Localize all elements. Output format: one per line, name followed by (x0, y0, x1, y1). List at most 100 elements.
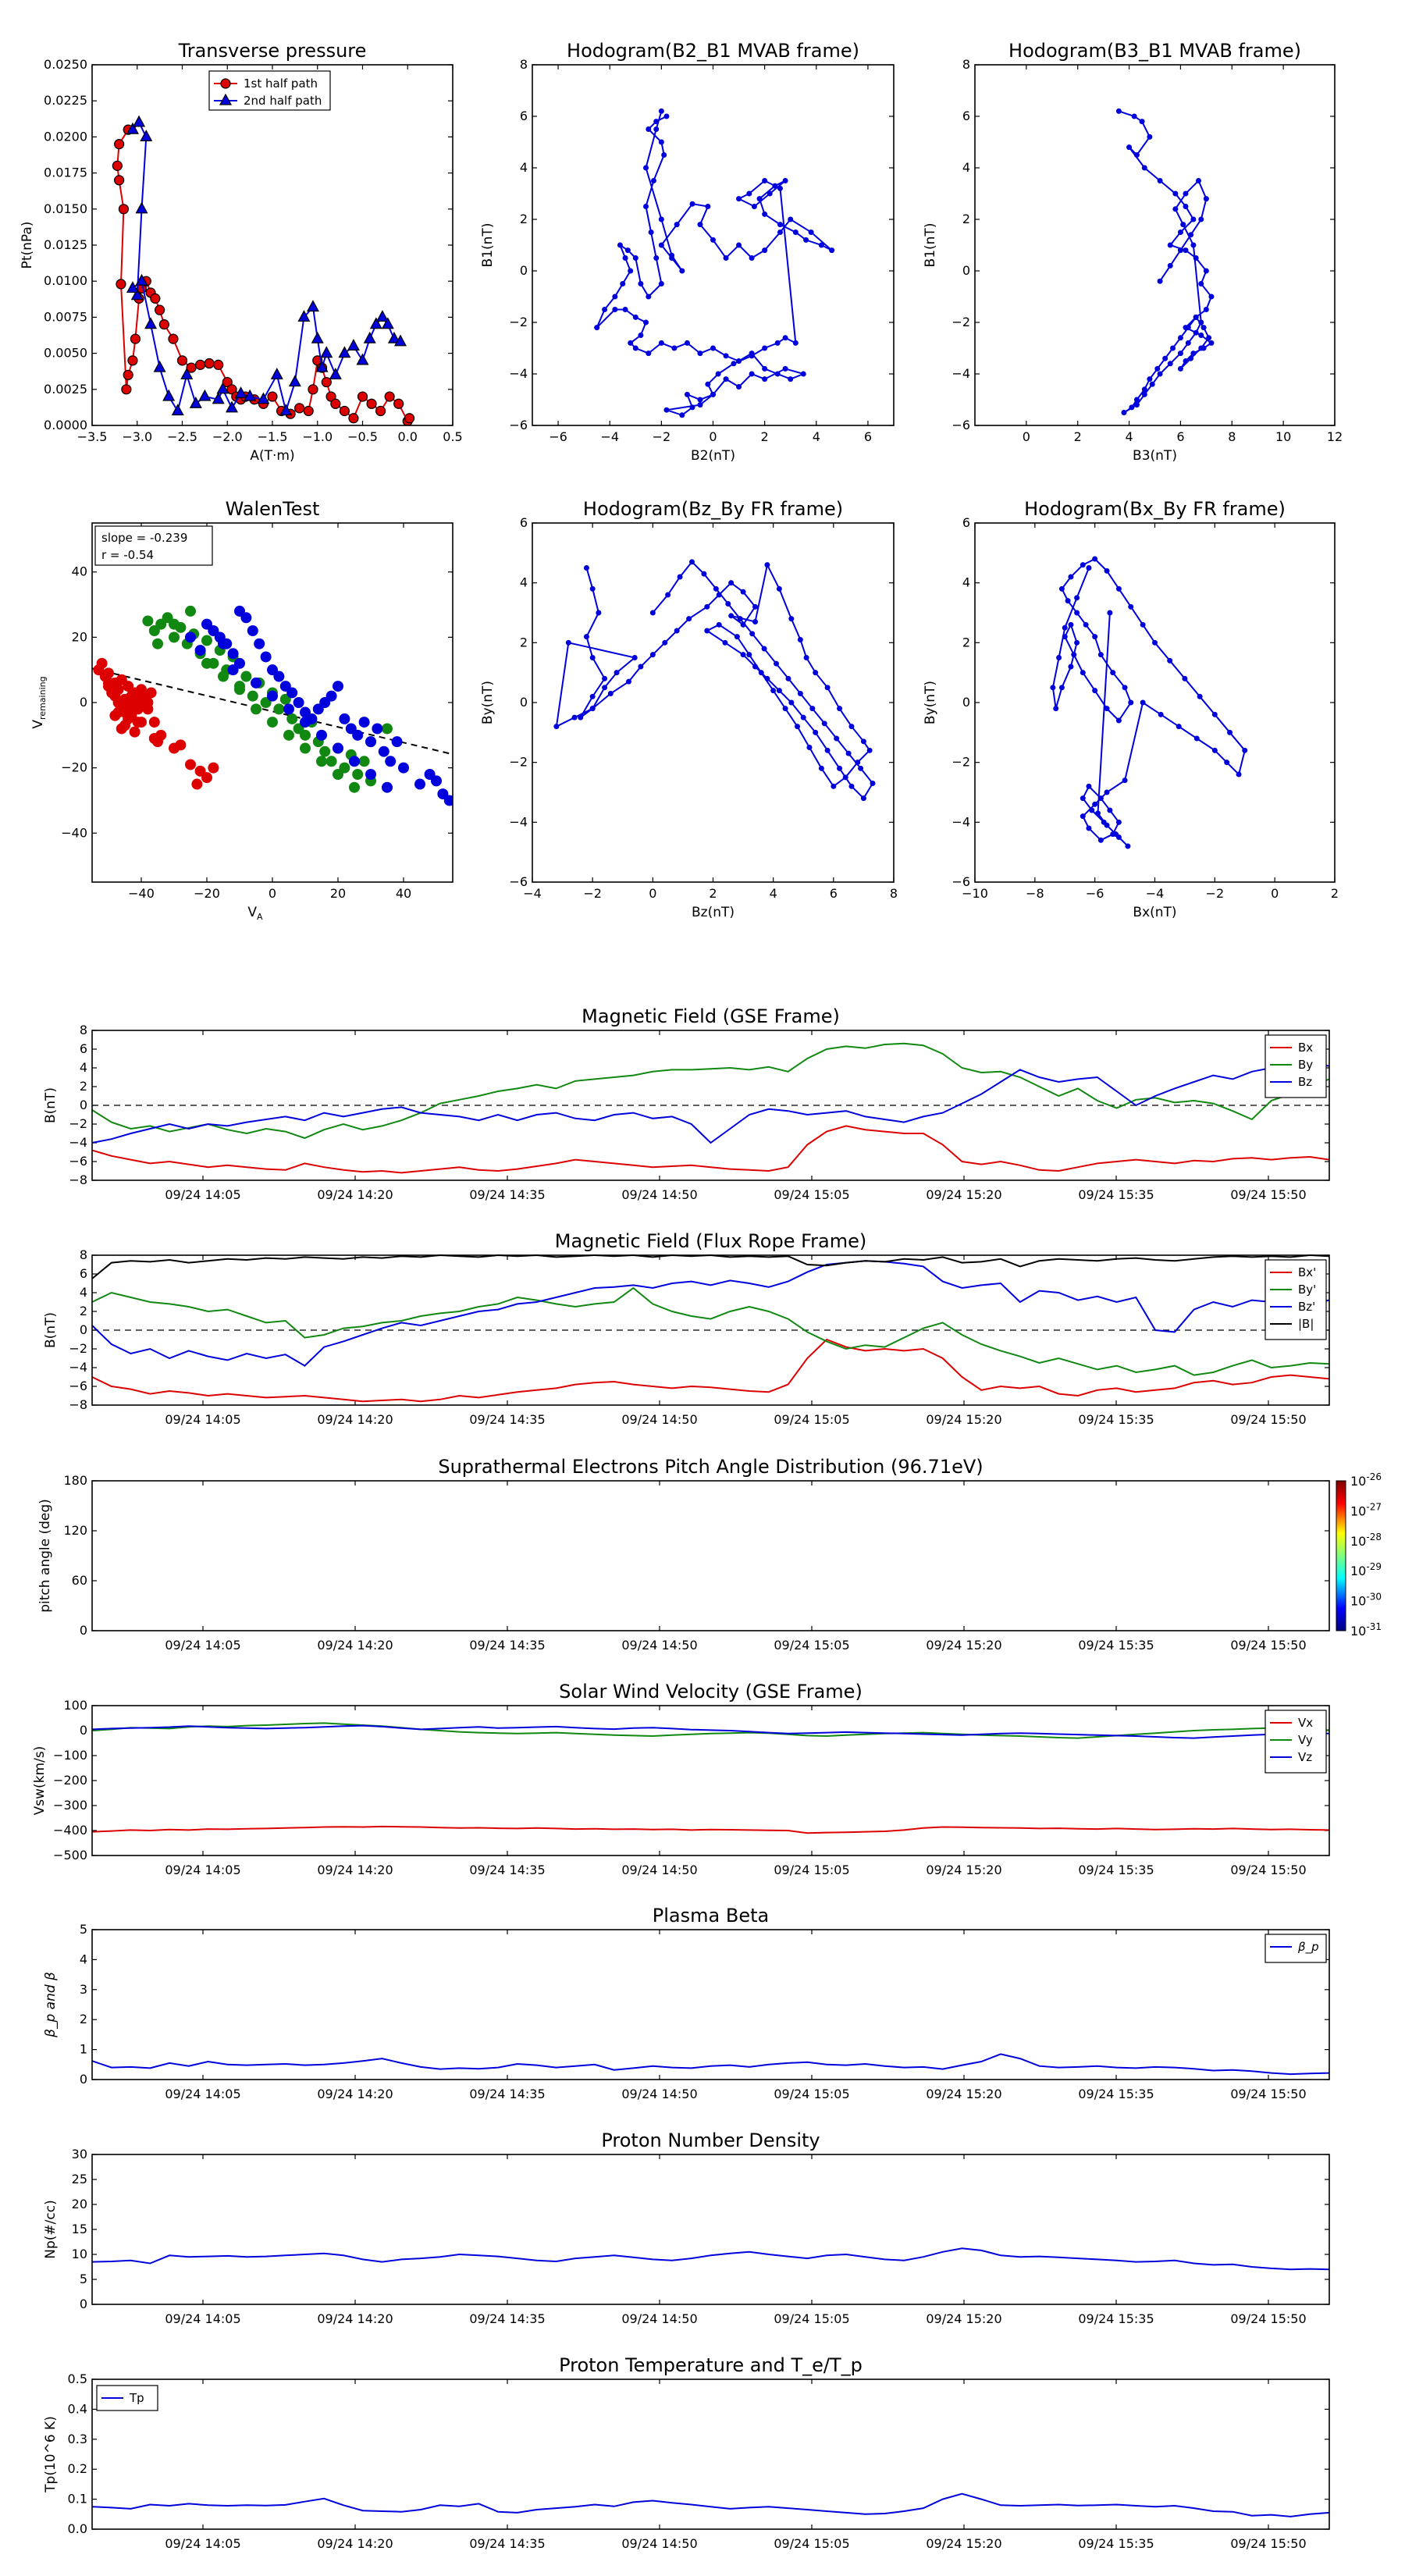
scatter-point (316, 756, 327, 767)
y-tick-label: 15 (72, 2222, 87, 2236)
data-point (612, 294, 618, 300)
data-point (762, 178, 768, 183)
plot-area (1050, 556, 1248, 849)
data-point (308, 384, 318, 395)
data-point (279, 404, 293, 416)
scatter-point (227, 648, 239, 660)
data-point (1065, 598, 1071, 604)
data-point (257, 392, 270, 404)
annotation: slope = -0.239 r = -0.54 (94, 525, 213, 566)
data-point (762, 247, 768, 254)
data-point (767, 190, 773, 197)
scatter-point (185, 759, 196, 770)
legend-box (1264, 1034, 1327, 1098)
colorbar-tick-exp: -26 (1366, 1471, 1382, 1482)
y-tick-label: 8 (80, 1247, 87, 1262)
x-tick-label: 09/24 14:35 (469, 2087, 545, 2101)
data-point (393, 398, 404, 409)
data-point (234, 386, 247, 398)
x-tick-label: 09/24 14:05 (165, 2087, 240, 2101)
legend-label: By' (1298, 1283, 1316, 1297)
data-point (133, 115, 146, 127)
data-point (1203, 307, 1209, 312)
data-point (162, 389, 176, 401)
series-line-0 (91, 2053, 1330, 2076)
x-tick-label: 09/24 14:50 (621, 2087, 697, 2101)
x-axis-label-sub: A (257, 912, 263, 922)
data-point (1104, 706, 1110, 712)
y-tick-label: −4 (69, 1360, 87, 1375)
scatter-point (319, 745, 331, 757)
scatter-point (218, 671, 229, 682)
data-point (1242, 747, 1248, 753)
y-axis-label: pitch angle (deg) (37, 1499, 53, 1613)
legend: Bx' By' Bz' |B| (1264, 1259, 1327, 1340)
legend-label: β_p (1297, 1940, 1319, 1955)
data-point (1198, 281, 1204, 286)
x-tick-label: −3.0 (122, 429, 152, 444)
data-point (1197, 693, 1203, 699)
data-point (1115, 819, 1122, 825)
colorbar-tick-label: 10-29 (1350, 1561, 1382, 1578)
y-tick-label: 60 (72, 1573, 87, 1588)
x-tick-label: 2 (709, 886, 717, 901)
scatter-point (126, 700, 137, 712)
data-point (740, 652, 746, 658)
data-point (1162, 355, 1168, 361)
data-point (1206, 335, 1212, 341)
scatter-point (132, 717, 144, 728)
x-tick-label: −20 (194, 886, 220, 901)
data-point (1086, 783, 1092, 789)
data-point (168, 333, 179, 344)
data-point (834, 735, 840, 742)
data-point (1056, 655, 1062, 660)
x-tick-label: 6 (864, 429, 872, 444)
data-point (679, 412, 685, 418)
legend: Tp (96, 2385, 158, 2411)
x-tick-label: −6 (549, 429, 567, 444)
data-point (813, 729, 819, 735)
y-tick-label: −8 (69, 1172, 87, 1187)
data-point (1227, 729, 1233, 735)
data-point (114, 175, 125, 186)
data-point (731, 361, 737, 367)
data-point (704, 628, 710, 634)
y-tick-label: 5 (80, 1922, 87, 1937)
legend-label: Tp (129, 2391, 144, 2405)
data-point (171, 404, 184, 416)
data-point (858, 765, 864, 771)
data-point (186, 362, 197, 373)
x-axis-label: B2(nT) (691, 448, 735, 464)
data-point (800, 371, 806, 377)
data-point (1080, 562, 1086, 568)
data-point (723, 353, 729, 359)
x-tick-label: 0 (649, 886, 656, 901)
x-tick-label: 09/24 15:50 (1230, 2087, 1306, 2101)
panel-title: Transverse pressure (178, 40, 367, 62)
timeseries-panel-7: Magnetic Field (Flux Rope Frame) 09/24 14… (43, 1230, 1330, 1427)
legend: β_p (1264, 1934, 1327, 1963)
y-tick-label: 0.0150 (44, 201, 87, 216)
data-point (1128, 603, 1134, 610)
scatter-point (240, 612, 252, 624)
data-point (1154, 365, 1161, 372)
data-point (1193, 735, 1200, 742)
scatter-point (96, 657, 108, 669)
legend-label: |B| (1298, 1317, 1314, 1331)
scatter-point (286, 687, 298, 699)
data-point (1211, 711, 1218, 717)
data-point (1074, 595, 1080, 601)
panel-title: Magnetic Field (GSE Frame) (582, 1005, 840, 1027)
data-point (1167, 262, 1173, 269)
data-point (722, 639, 728, 646)
y-tick-label: 0.3 (68, 2432, 87, 2446)
data-point (135, 273, 148, 286)
y-axis-label: By(nT) (923, 681, 938, 724)
data-point (306, 300, 319, 312)
data-point (776, 688, 782, 694)
data-point (792, 340, 799, 346)
data-point (1062, 624, 1068, 631)
data-point (723, 255, 729, 261)
data-point (674, 628, 680, 634)
colorbar-tick-base: 10 (1350, 1624, 1366, 1638)
